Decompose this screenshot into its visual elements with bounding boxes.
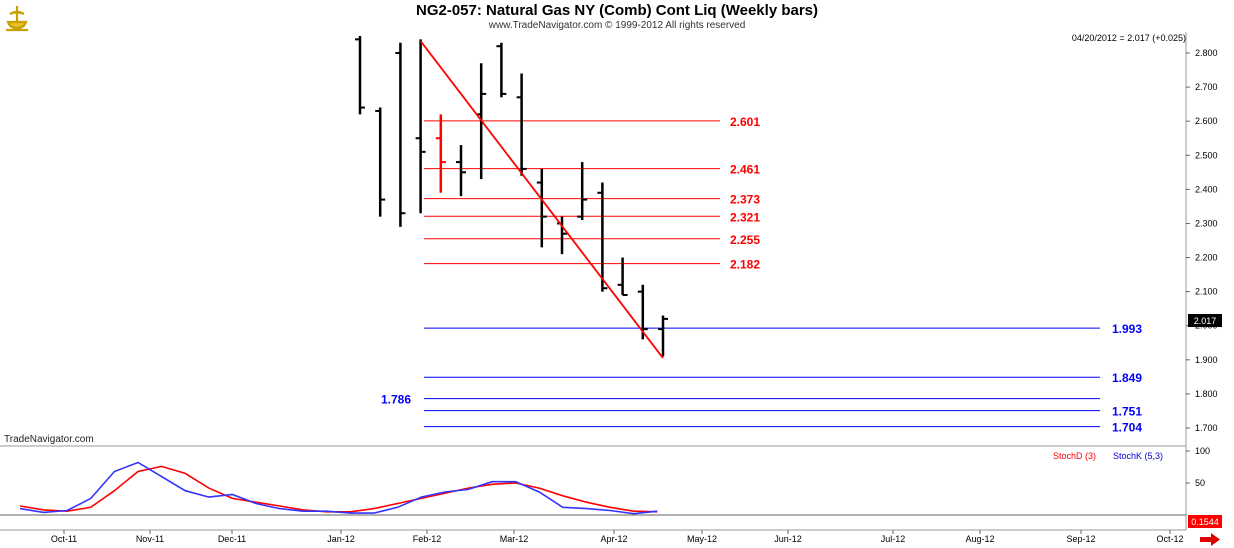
legend-stochd: StochD (3) bbox=[1053, 451, 1097, 461]
legend-stochk: StochK (5,3) bbox=[1113, 451, 1164, 461]
time-tick-label: Sep-12 bbox=[1066, 534, 1095, 544]
price-levels: 2.601 2.461 2.373 2.321 2.255 2.182 1.993 1.849… bbox=[381, 115, 1142, 435]
time-tick-label: Aug-12 bbox=[965, 534, 994, 544]
price-tick-label: 2.600 bbox=[1195, 116, 1218, 126]
resistance-label: 2.182 bbox=[730, 258, 760, 272]
stochk-line bbox=[19, 461, 658, 515]
support-label: 1.751 bbox=[1112, 405, 1142, 419]
price-bars bbox=[355, 35, 668, 357]
stochastic-panel: 100 50 bbox=[19, 446, 1210, 515]
time-tick-label: Dec-11 bbox=[218, 534, 246, 544]
last-price-tag: 2.017 bbox=[1194, 316, 1217, 326]
trendline-group bbox=[419, 40, 664, 359]
support-label: 1.786 bbox=[381, 393, 411, 407]
stoch-tick-label: 50 bbox=[1195, 478, 1205, 488]
last-quote: 04/20/2012 = 2.017 (+0.025) bbox=[1071, 33, 1186, 43]
watermark: TradeNavigator.com bbox=[4, 434, 94, 445]
time-tick-label: Nov-11 bbox=[136, 534, 164, 544]
support-label: 1.704 bbox=[1112, 421, 1142, 435]
time-tick-label: Feb-12 bbox=[413, 534, 442, 544]
stoch-tick-label: 100 bbox=[1195, 446, 1210, 456]
time-tick-label: Jan-12 bbox=[327, 534, 355, 544]
resistance-label: 2.461 bbox=[730, 163, 760, 177]
time-axis: Oct-11 Nov-11 Dec-11 Jan-12 Feb-12 Mar-12 Apr-… bbox=[51, 530, 1184, 544]
time-tick-label: Oct-12 bbox=[1156, 534, 1183, 544]
price-tick-label: 1.900 bbox=[1195, 355, 1218, 365]
time-tick-label: Jun-12 bbox=[774, 534, 802, 544]
price-tick-label: 2.400 bbox=[1195, 184, 1218, 194]
time-tick-label: Jul-12 bbox=[881, 534, 906, 544]
price-tick-label: 2.200 bbox=[1195, 253, 1218, 263]
price-tick-label: 1.700 bbox=[1195, 423, 1218, 433]
resistance-label: 2.321 bbox=[730, 210, 760, 224]
trade-navigator-logo-icon bbox=[6, 6, 28, 32]
support-label: 1.849 bbox=[1112, 371, 1142, 385]
price-tick-label: 2.800 bbox=[1195, 48, 1218, 58]
price-axis: 2.800 2.700 2.600 2.500 2.400 2.300 2.200 2.100… bbox=[1186, 48, 1218, 433]
resistance-label: 2.373 bbox=[730, 193, 760, 207]
resistance-label: 2.601 bbox=[730, 115, 760, 129]
stoch-value-tag-bg bbox=[1188, 515, 1222, 528]
time-tick-label: Oct-11 bbox=[51, 534, 77, 544]
time-tick-label: Mar-12 bbox=[500, 534, 529, 544]
chart-title: NG2-057: Natural Gas NY (Comb) Cont Liq … bbox=[415, 2, 819, 19]
last-price-tag-bg bbox=[1188, 314, 1222, 327]
time-tick-label: May-12 bbox=[687, 534, 717, 544]
price-tick-label: 2.100 bbox=[1195, 287, 1218, 297]
price-tick-label: 2.500 bbox=[1195, 150, 1218, 160]
scroll-right-arrow-icon[interactable] bbox=[1199, 533, 1221, 546]
resistance-label: 2.255 bbox=[730, 233, 760, 247]
stoch-value-tag: 0.1544 bbox=[1191, 517, 1219, 527]
stochd-line bbox=[19, 465, 658, 513]
support-label: 1.993 bbox=[1112, 322, 1142, 336]
trendline bbox=[419, 40, 664, 359]
price-tick-label: 1.800 bbox=[1195, 389, 1218, 399]
price-tick-label: 2.700 bbox=[1195, 82, 1218, 92]
time-tick-label: Apr-12 bbox=[600, 534, 627, 544]
price-tick-label: 2.300 bbox=[1195, 218, 1218, 228]
copyright-line: www.TradeNavigator.com © 1999-2012 All r… bbox=[488, 20, 746, 31]
